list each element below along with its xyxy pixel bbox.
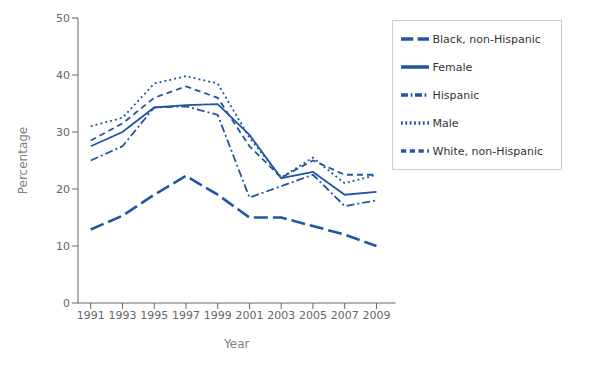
svg-text:2003: 2003 bbox=[267, 309, 295, 322]
svg-text:2001: 2001 bbox=[235, 309, 263, 322]
svg-text:2009: 2009 bbox=[362, 309, 390, 322]
html-text:Hispanic: Hispanic bbox=[432, 88, 480, 102]
html-text:Black, non-Hispanic: Black, non-Hispanic bbox=[432, 32, 541, 46]
svg-text:1993: 1993 bbox=[108, 309, 136, 322]
svg-text:1997: 1997 bbox=[172, 309, 200, 322]
svg-text:10: 10 bbox=[56, 240, 70, 253]
svg-text:0: 0 bbox=[63, 297, 70, 310]
svg-text:30: 30 bbox=[56, 126, 70, 139]
html-text:Female: Female bbox=[432, 60, 473, 74]
svg-text:1999: 1999 bbox=[204, 309, 232, 322]
svg-text:1991: 1991 bbox=[77, 309, 105, 322]
svg-text:2007: 2007 bbox=[331, 309, 359, 322]
html-text:Male: Male bbox=[432, 116, 459, 130]
svg-text:1995: 1995 bbox=[140, 309, 168, 322]
svg-text:50: 50 bbox=[56, 12, 70, 25]
svg-text:2005: 2005 bbox=[299, 309, 327, 322]
svg-text:Year: Year bbox=[223, 337, 249, 351]
svg-text:20: 20 bbox=[56, 183, 70, 196]
html-text:White, non-Hispanic: White, non-Hispanic bbox=[432, 144, 543, 158]
svg-text:40: 40 bbox=[56, 69, 70, 82]
svg-text:Percentage: Percentage bbox=[16, 127, 30, 195]
